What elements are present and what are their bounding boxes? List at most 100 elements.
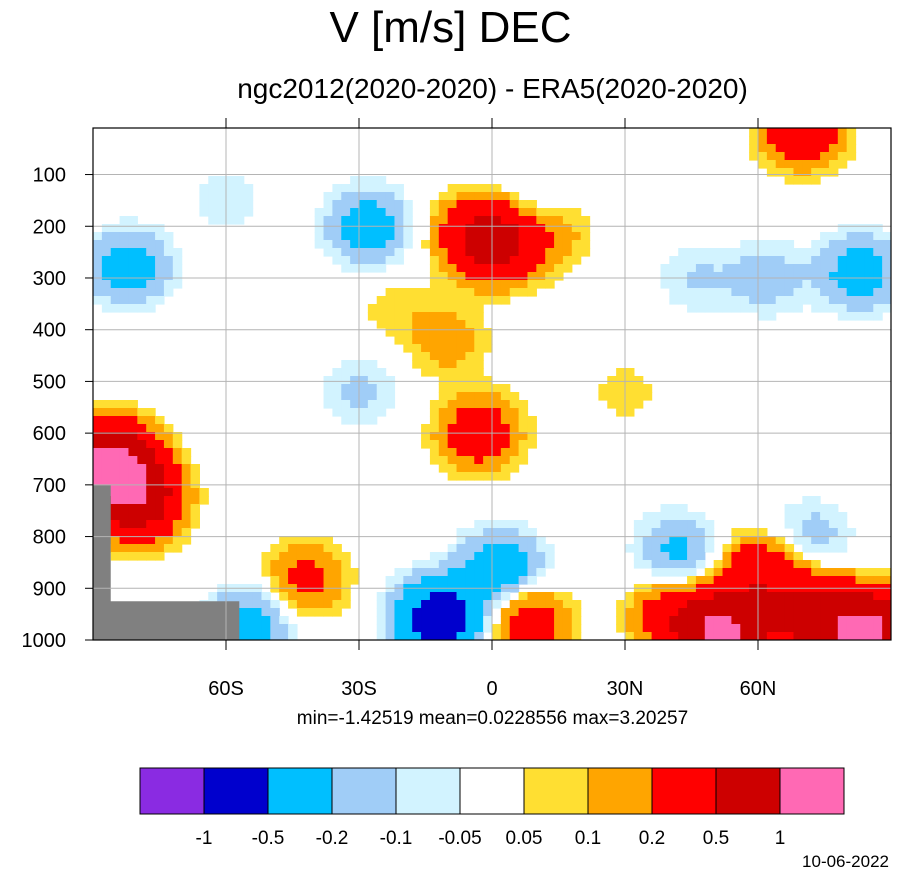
field-cell — [447, 288, 458, 297]
field-cell — [660, 272, 670, 281]
field-cell — [722, 608, 732, 617]
grid-lines — [93, 128, 891, 641]
field-cell — [518, 528, 529, 537]
field-cell — [669, 280, 679, 289]
field-cell — [642, 592, 653, 601]
field-cell — [837, 576, 848, 585]
field-cell — [642, 536, 653, 545]
field-cell — [447, 272, 458, 281]
field-cell — [483, 592, 493, 601]
field-cell — [545, 280, 555, 289]
field-cell — [873, 304, 883, 313]
field-cell — [385, 232, 396, 241]
colorbar-label: -1 — [196, 828, 213, 849]
field-cell — [429, 432, 440, 441]
field-cell — [234, 592, 245, 601]
field-cell — [882, 232, 891, 241]
field-cell — [846, 232, 857, 241]
field-cell — [270, 616, 280, 625]
field-cell — [855, 592, 865, 601]
field-cell — [412, 608, 422, 617]
field-cell — [625, 608, 635, 617]
field-cell — [873, 624, 883, 633]
field-cell — [376, 616, 387, 625]
field-cell — [678, 248, 688, 257]
field-cell — [633, 608, 644, 617]
field-cell — [465, 248, 475, 257]
field-cell — [642, 544, 653, 553]
field-cell — [394, 216, 404, 225]
field-cell — [429, 320, 440, 329]
field-cell — [846, 304, 857, 313]
field-cell — [438, 240, 449, 249]
field-cell — [784, 176, 795, 185]
field-cell — [492, 296, 502, 305]
y-tick-label: 600 — [33, 423, 66, 445]
field-cell — [793, 144, 803, 153]
field-cell — [500, 592, 511, 601]
field-cell — [474, 472, 484, 481]
field-cell — [820, 528, 830, 537]
field-cell — [545, 264, 555, 273]
field-cell — [341, 400, 351, 409]
field-cell — [500, 472, 511, 481]
field-cell — [367, 384, 378, 393]
field-cell — [492, 560, 502, 569]
field-cell — [234, 208, 245, 217]
colorbar-label: 0.1 — [575, 828, 601, 849]
field-cell — [882, 296, 891, 305]
field-cell — [412, 304, 422, 313]
field-cell — [359, 216, 369, 225]
field-cell — [740, 560, 750, 569]
field-cell — [438, 624, 449, 633]
field-cell — [518, 576, 529, 585]
field-cell — [217, 184, 227, 193]
field-cell — [429, 288, 440, 297]
field-cell — [101, 424, 112, 433]
field-cell — [784, 280, 795, 289]
field-cell — [137, 496, 147, 505]
field-cell — [172, 456, 183, 465]
field-cell — [155, 280, 165, 289]
field-cell — [226, 208, 236, 217]
field-cell — [474, 264, 484, 273]
field-cell — [155, 552, 165, 561]
field-cell — [722, 248, 732, 257]
field-cell — [758, 296, 768, 305]
field-cell — [429, 360, 440, 369]
field-cell — [93, 456, 103, 465]
field-cell — [820, 152, 830, 161]
field-cell — [483, 296, 493, 305]
field-cell — [864, 264, 874, 273]
field-cell — [828, 296, 839, 305]
field-cell — [669, 272, 679, 281]
field-cell — [146, 248, 156, 257]
field-cell — [403, 568, 413, 577]
field-cell — [447, 464, 458, 473]
field-cell — [456, 208, 466, 217]
field-cell — [323, 576, 333, 585]
field-cell — [438, 336, 449, 345]
field-cell — [208, 192, 218, 201]
field-cell — [784, 632, 795, 640]
field-cell — [119, 464, 130, 473]
field-cell — [837, 256, 848, 265]
field-cell — [731, 288, 741, 297]
field-cell — [350, 176, 360, 185]
field-cell — [704, 520, 715, 529]
field-cell — [633, 528, 644, 537]
field-cell — [687, 528, 697, 537]
field-cell — [483, 376, 493, 385]
field-cell — [128, 264, 138, 273]
field-cell — [527, 208, 537, 217]
field-cell — [802, 616, 812, 625]
field-cell — [429, 616, 440, 625]
field-cell — [163, 536, 174, 545]
field-cell — [837, 624, 848, 633]
field-cell — [403, 208, 413, 217]
field-cell — [731, 272, 741, 281]
field-cell — [828, 536, 839, 545]
field-cell — [465, 256, 475, 265]
field-cell — [474, 296, 484, 305]
field-cell — [465, 352, 475, 361]
